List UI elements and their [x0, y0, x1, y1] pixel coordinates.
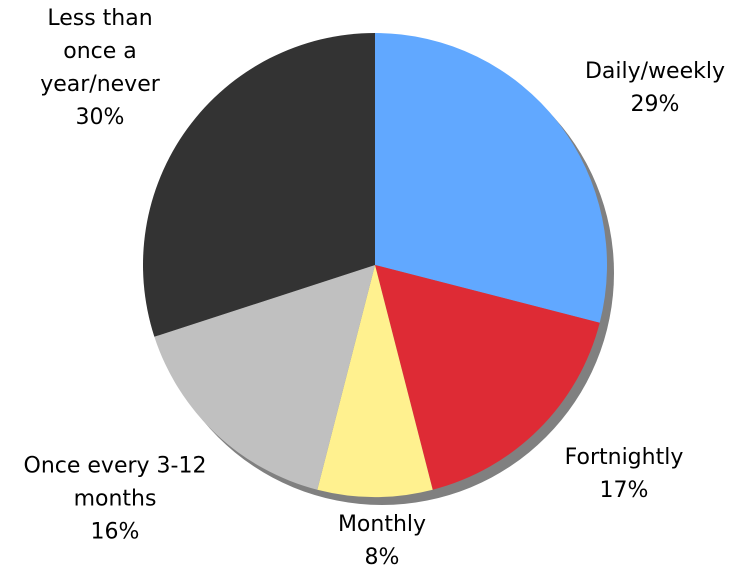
pie-slice	[375, 33, 607, 323]
slice-name: Fortnightly	[564, 445, 684, 470]
slice-value: 8%	[364, 545, 400, 570]
slice-value: 16%	[90, 519, 140, 545]
slice-label: Monthly 8%	[312, 508, 452, 574]
slice-value: 17%	[599, 478, 649, 503]
slice-label: Once every 3-12 months 16%	[8, 450, 223, 549]
slice-name: Less than once a year/never	[40, 6, 160, 97]
pie-slice	[154, 265, 375, 490]
slice-name: Monthly	[337, 512, 427, 537]
slice-label: Daily/weekly 29%	[565, 55, 745, 121]
slice-value: 30%	[75, 105, 125, 130]
slice-value: 29%	[630, 92, 680, 117]
slice-name: Daily/weekly	[584, 59, 725, 84]
pie-slice	[375, 265, 600, 490]
slice-name: Once every 3-12 months	[23, 453, 207, 512]
slice-label: Less than once a year/never 30%	[20, 2, 180, 134]
slice-label: Fortnightly 17%	[534, 441, 714, 507]
pie-slice	[142, 33, 375, 337]
pie-slice	[317, 265, 433, 498]
